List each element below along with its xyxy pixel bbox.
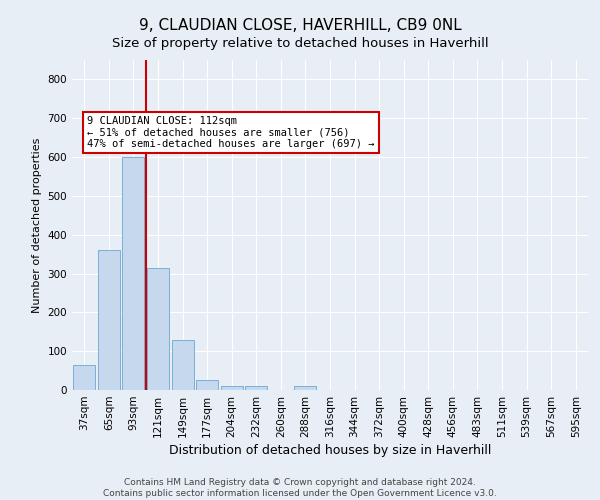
Bar [295,386,316,390]
Bar [147,268,169,390]
Y-axis label: Number of detached properties: Number of detached properties [32,138,42,312]
X-axis label: Distribution of detached houses by size in Haverhill: Distribution of detached houses by size … [169,444,491,457]
Bar [73,365,95,390]
Text: 9, CLAUDIAN CLOSE, HAVERHILL, CB9 0NL: 9, CLAUDIAN CLOSE, HAVERHILL, CB9 0NL [139,18,461,32]
Bar [172,340,194,390]
Bar [196,380,218,390]
Bar [245,386,268,390]
Text: 9 CLAUDIAN CLOSE: 112sqm
← 51% of detached houses are smaller (756)
47% of semi-: 9 CLAUDIAN CLOSE: 112sqm ← 51% of detach… [88,116,375,150]
Bar [122,157,145,390]
Bar [221,386,243,390]
Bar [98,250,120,390]
Text: Size of property relative to detached houses in Haverhill: Size of property relative to detached ho… [112,38,488,51]
Text: Contains HM Land Registry data © Crown copyright and database right 2024.
Contai: Contains HM Land Registry data © Crown c… [103,478,497,498]
